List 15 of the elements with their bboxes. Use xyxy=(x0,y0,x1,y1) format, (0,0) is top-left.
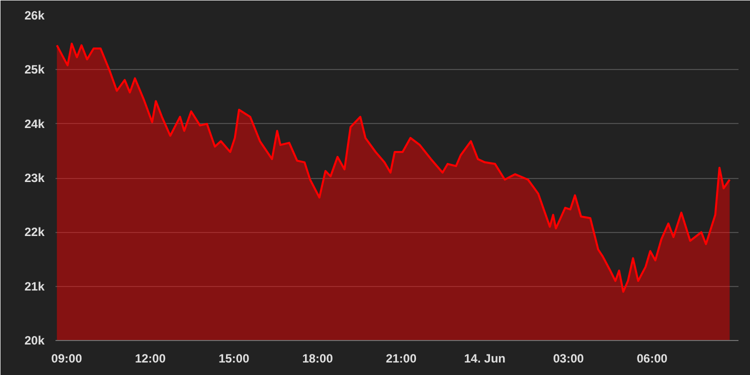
y-tick-label: 21k xyxy=(24,279,45,294)
x-tick-label: 18:00 xyxy=(302,352,334,366)
x-tick-label: 14. Jun xyxy=(464,352,506,366)
x-tick-label: 09:00 xyxy=(51,352,82,366)
y-tick-label: 24k xyxy=(24,116,45,131)
x-tick-label: 12:00 xyxy=(134,352,166,366)
x-tick-label: 21:00 xyxy=(386,352,417,366)
y-tick-label: 25k xyxy=(24,62,45,77)
x-tick-label: 06:00 xyxy=(636,352,668,366)
x-tick-label: 03:00 xyxy=(553,352,584,366)
x-tick-label: 15:00 xyxy=(218,352,250,366)
y-tick-label: 26k xyxy=(24,8,45,22)
y-tick-label: 23k xyxy=(24,171,45,185)
y-tick-label: 22k xyxy=(24,225,45,240)
y-tick-label: 20k xyxy=(24,334,45,348)
